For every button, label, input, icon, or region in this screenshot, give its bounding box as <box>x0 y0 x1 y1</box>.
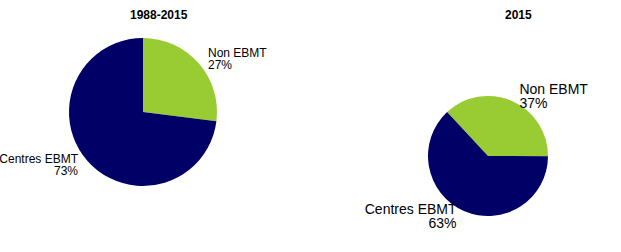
svg-text:Non EBMT: Non EBMT <box>519 80 588 97</box>
svg-text:1988-2015: 1988-2015 <box>130 8 188 22</box>
svg-text:Non EBMT: Non EBMT <box>208 46 267 61</box>
svg-text:27%: 27% <box>208 58 232 72</box>
svg-text:63%: 63% <box>429 215 457 231</box>
svg-text:Centres EBMT: Centres EBMT <box>364 201 457 218</box>
svg-text:73%: 73% <box>54 164 78 178</box>
svg-text:37%: 37% <box>519 95 547 111</box>
svg-text:2015: 2015 <box>505 8 532 22</box>
